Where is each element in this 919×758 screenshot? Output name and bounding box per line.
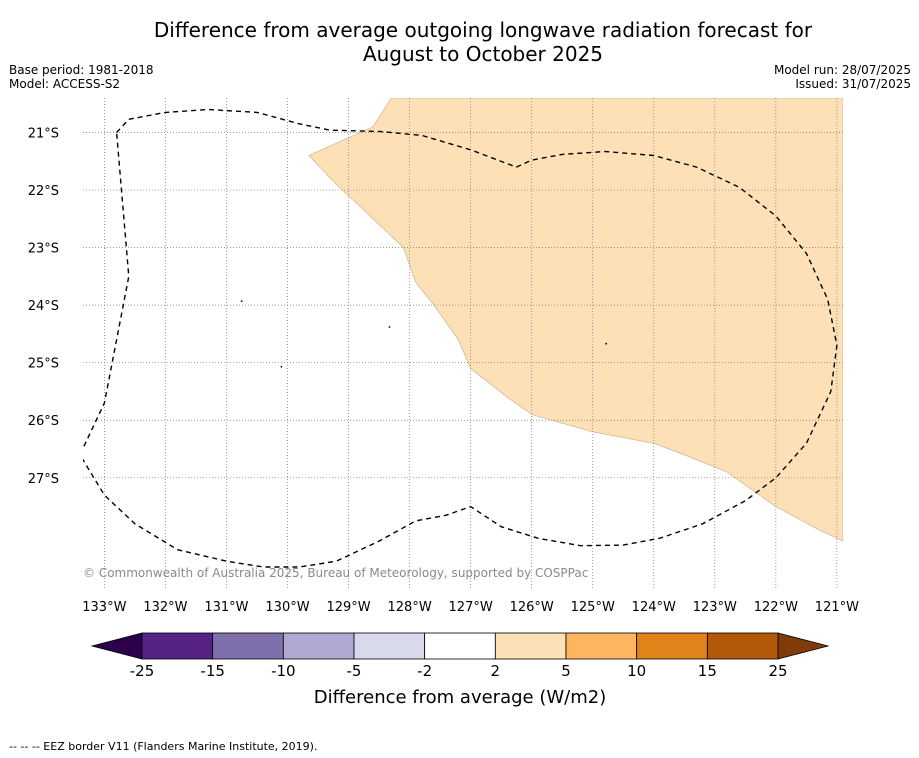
colorbar-tick-label: -15 [200,662,225,680]
colorbar-label: Difference from average (W/m2) [314,687,606,708]
colorbar-tick-label: -10 [271,662,296,680]
lon-tick-label: 128°W [388,600,432,615]
lat-tick-label: 24°S [28,299,59,314]
issued-date: Issued: 31/07/2025 [795,77,911,91]
colorbar-segment [353,632,426,660]
colorbar-tick-label: -2 [417,662,432,680]
colorbar-segment [282,632,355,660]
colorbar-tick-label: 10 [627,662,646,680]
colorbar-segment [565,632,638,660]
lon-tick-label: 123°W [693,600,737,615]
lon-tick-label: 129°W [326,600,370,615]
copyright-text: © Commonwealth of Australia 2025, Bureau… [83,566,588,580]
colorbar-segment [141,632,214,660]
lon-tick-label: 124°W [632,600,676,615]
island [388,326,391,328]
lon-tick-label: 121°W [815,600,859,615]
lon-tick-label: 125°W [571,600,615,615]
colorbar: -25 -15 -10 -5 -2 2 5 10 15 25 [90,632,830,680]
colorbar-segment [636,632,708,660]
lon-tick-label: 133°W [82,600,126,615]
colorbar-under-arrow [90,632,143,660]
colorbar-segment [212,632,284,660]
colorbar-tick-label: 2 [491,662,501,680]
lat-tick-label: 21°S [28,127,59,142]
lon-tick-label: 131°W [204,600,248,615]
lat-tick-label: 23°S [28,242,59,257]
colorbar-segment [424,632,496,660]
lat-tick-label: 27°S [28,472,59,487]
lat-tick-label: 25°S [28,357,59,372]
anomaly-region [308,98,843,542]
colorbar-tick-label: -25 [130,662,155,680]
lat-tick-label: 26°S [28,414,59,429]
island [605,342,608,345]
eez-footnote: -- -- -- EEZ border V11 (Flanders Marine… [9,740,318,753]
lon-tick-label: 132°W [143,600,187,615]
colorbar-tick-label: 5 [561,662,571,680]
model-run: Model run: 28/07/2025 [773,63,911,77]
chart-title: Difference from average outgoing longwav… [0,18,919,66]
base-period: Base period: 1981-2018 [9,63,154,77]
lon-tick-label: 122°W [754,600,798,615]
colorbar-tick-label: -5 [347,662,362,680]
title-line-1: Difference from average outgoing longwav… [153,18,813,42]
lon-tick-label: 127°W [449,600,493,615]
lon-tick-label: 130°W [265,600,309,615]
map-area: 133°W 132°W 131°W 130°W 129°W 128°W 127°W 126°W… [28,98,859,615]
colorbar-segment [706,632,779,660]
island [280,365,283,368]
colorbar-tick-label: 15 [698,662,717,680]
eez-border [83,108,838,568]
meta-left: Base period: 1981-2018 Model: ACCESS-S2 [9,63,154,91]
colorbar-segment [494,632,567,660]
title-line-2: August to October 2025 [362,42,604,66]
model-name: Model: ACCESS-S2 [9,77,121,91]
colorbar-tick-label: 25 [768,662,787,680]
lon-tick-label: 126°W [510,600,554,615]
colorbar-over-arrow [777,632,830,660]
meta-right: Model run: 28/07/2025 Issued: 31/07/2025 [774,63,911,91]
island [240,300,243,303]
lat-tick-label: 22°S [28,184,59,199]
